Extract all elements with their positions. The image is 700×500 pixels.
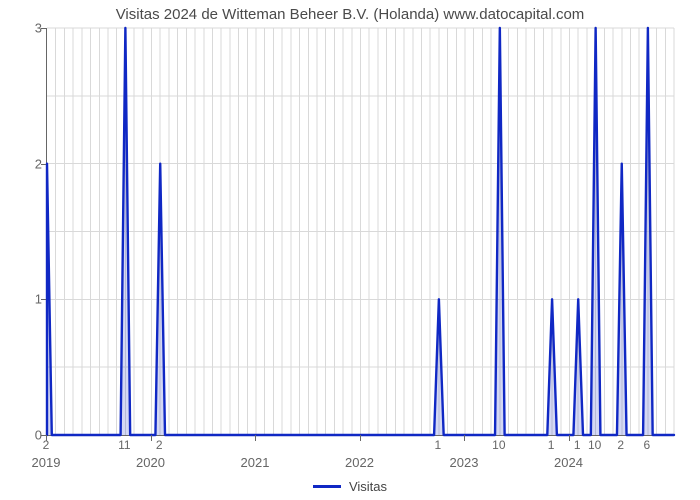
x-value-label: 1 — [574, 438, 581, 452]
x-value-label: 6 — [644, 438, 651, 452]
x-value-label: 2 — [156, 438, 163, 452]
x-year-label: 2023 — [450, 455, 479, 470]
x-tick-mark — [46, 435, 47, 441]
legend: Visitas — [0, 478, 700, 494]
x-year-label: 2022 — [345, 455, 374, 470]
x-value-label: 2 — [617, 438, 624, 452]
x-tick-mark — [569, 435, 570, 441]
x-value-label: 1 — [435, 438, 442, 452]
legend-label: Visitas — [349, 479, 387, 494]
y-tick-label: 1 — [22, 292, 42, 307]
x-year-label: 2019 — [32, 455, 61, 470]
y-tick-mark — [41, 299, 46, 300]
x-tick-mark — [464, 435, 465, 441]
x-value-label: 11 — [118, 438, 130, 452]
plot-area — [46, 28, 674, 436]
x-value-label: 1 — [548, 438, 555, 452]
x-value-label: 10 — [588, 438, 601, 452]
y-tick-label: 0 — [22, 428, 42, 443]
x-tick-mark — [360, 435, 361, 441]
x-tick-mark — [255, 435, 256, 441]
y-tick-label: 3 — [22, 21, 42, 36]
x-tick-mark — [151, 435, 152, 441]
y-tick-mark — [41, 28, 46, 29]
visits-line-chart: Visitas 2024 de Witteman Beheer B.V. (Ho… — [0, 0, 700, 500]
x-year-label: 2021 — [241, 455, 270, 470]
x-year-label: 2020 — [136, 455, 165, 470]
legend-swatch — [313, 485, 341, 488]
y-tick-mark — [41, 164, 46, 165]
chart-title: Visitas 2024 de Witteman Beheer B.V. (Ho… — [0, 6, 700, 23]
x-value-label: 10 — [492, 438, 505, 452]
x-year-label: 2024 — [554, 455, 583, 470]
y-tick-label: 2 — [22, 156, 42, 171]
